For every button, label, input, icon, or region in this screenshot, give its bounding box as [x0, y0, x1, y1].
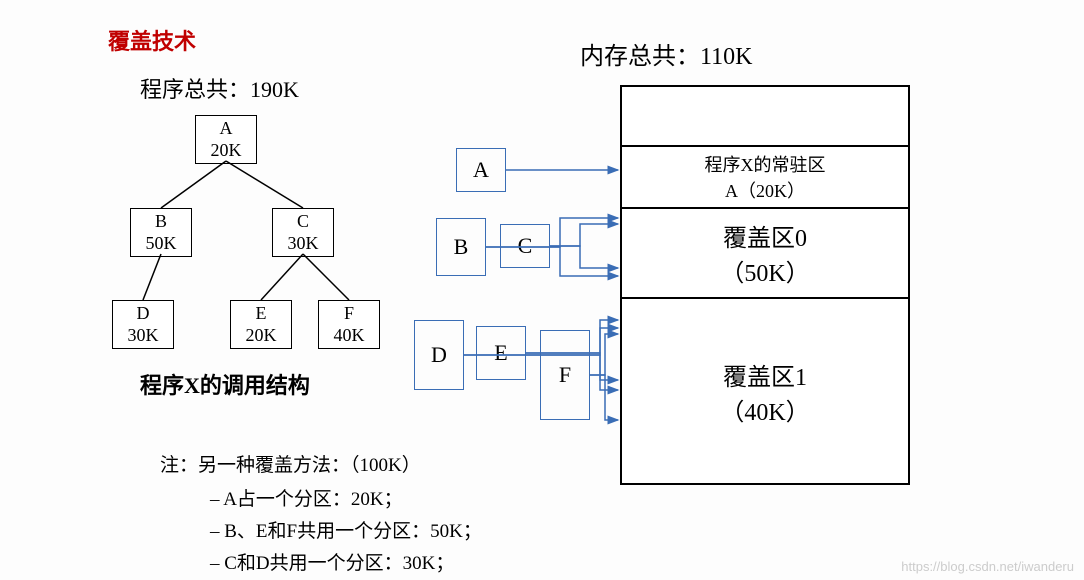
node-label: E	[231, 303, 291, 325]
mem-line: A（20K）	[725, 177, 805, 203]
memory-total-label: 内存总共：110K	[580, 36, 752, 71]
box-label: B	[454, 234, 469, 260]
load-box-c: C	[500, 224, 550, 268]
mem-line: 覆盖区1	[723, 357, 807, 392]
box-label: C	[518, 233, 533, 259]
tree-node-b: B 50K	[130, 208, 192, 257]
note-line-3: – C和D共用一个分区：30K；	[210, 548, 454, 575]
tree-node-f: F 40K	[318, 300, 380, 349]
memory-row-resident: 程序X的常驻区 A（20K）	[622, 147, 908, 209]
node-size: 50K	[131, 233, 191, 255]
box-label: E	[494, 340, 507, 366]
load-box-a: A	[456, 148, 506, 192]
mem-line: 程序X的常驻区	[705, 151, 826, 177]
node-size: 30K	[113, 325, 173, 347]
memory-row-empty	[622, 87, 908, 147]
node-label: F	[319, 303, 379, 325]
node-size: 20K	[196, 140, 256, 162]
main-title: 覆盖技术	[108, 24, 196, 56]
memory-box: 程序X的常驻区 A（20K） 覆盖区0 （50K） 覆盖区1 （40K）	[620, 85, 910, 485]
node-size: 40K	[319, 325, 379, 347]
node-size: 30K	[273, 233, 333, 255]
tree-node-c: C 30K	[272, 208, 334, 257]
tree-node-d: D 30K	[112, 300, 174, 349]
load-box-b: B	[436, 218, 486, 276]
note-header: 注：另一种覆盖方法：（100K）	[160, 450, 421, 477]
load-box-f: F	[540, 330, 590, 420]
program-total-label: 程序总共：190K	[140, 72, 299, 104]
mem-line: （40K）	[720, 392, 809, 427]
node-label: B	[131, 211, 191, 233]
node-label: D	[113, 303, 173, 325]
note-line-1: – A占一个分区：20K；	[210, 484, 403, 511]
node-label: C	[273, 211, 333, 233]
tree-node-e: E 20K	[230, 300, 292, 349]
tree-node-a: A 20K	[195, 115, 257, 164]
load-box-d: D	[414, 320, 464, 390]
mem-line: （50K）	[720, 253, 809, 288]
memory-row-overlay1: 覆盖区1 （40K）	[622, 299, 908, 485]
box-label: D	[431, 342, 447, 368]
node-size: 20K	[231, 325, 291, 347]
box-label: F	[559, 362, 571, 388]
memory-row-overlay0: 覆盖区0 （50K）	[622, 209, 908, 299]
mem-line: 覆盖区0	[723, 218, 807, 253]
box-label: A	[473, 157, 489, 183]
watermark: https://blog.csdn.net/iwanderu	[901, 559, 1074, 574]
load-box-e: E	[476, 326, 526, 380]
tree-caption: 程序X的调用结构	[140, 368, 310, 400]
node-label: A	[196, 118, 256, 140]
note-line-2: – B、E和F共用一个分区：50K；	[210, 516, 482, 543]
